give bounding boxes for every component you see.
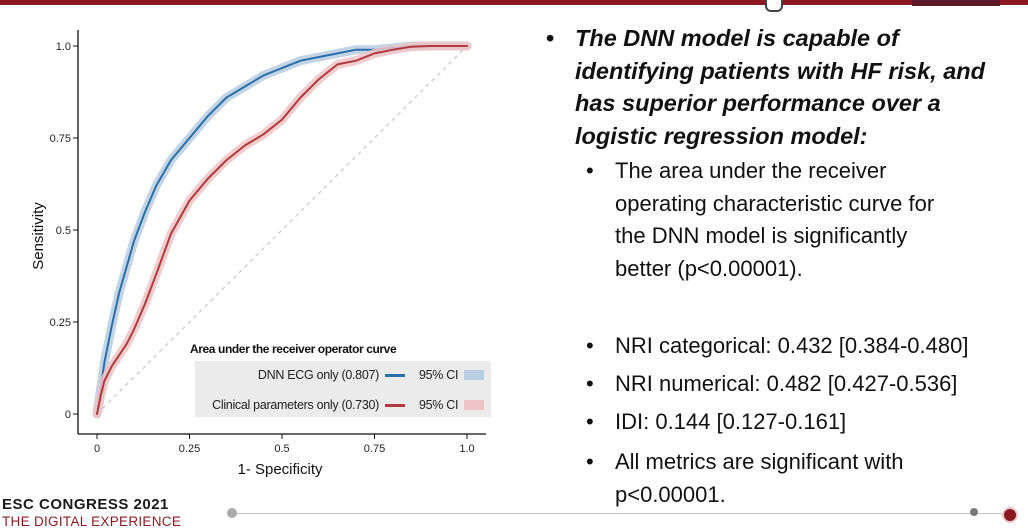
bullet-nri-numerical-text: NRI numerical: 0.482 [0.427-0.536] bbox=[615, 371, 958, 396]
x-tick-label: 0.5 bbox=[274, 443, 289, 455]
roc-chart: 0 0.25 0.5 0.75 1.0 0 0.25 0.5 0.75 1.0 1- Specifi… bbox=[30, 30, 486, 478]
bullet-all-metrics: • All metrics are significant with p<0.0… bbox=[586, 446, 1016, 511]
legend-row-clinical: Clinical parameters only (0.730) 95% CI bbox=[195, 396, 485, 414]
bullet-main-line: has superior performance over a bbox=[575, 90, 941, 116]
video-thumbnail bbox=[912, 0, 1000, 6]
bullet-idi: • IDI: 0.144 [0.127-0.161] bbox=[586, 406, 1016, 439]
progress-marker-dot[interactable] bbox=[970, 508, 978, 516]
bullet-nri-categorical-text: NRI categorical: 0.432 [0.384-0.480] bbox=[615, 333, 969, 358]
bullet-dot-icon: • bbox=[586, 449, 594, 474]
reference-diagonal bbox=[96, 45, 468, 415]
bullet-main: • The DNN model is capable of identifyin… bbox=[546, 22, 1016, 152]
bullet-dot-icon: • bbox=[586, 409, 594, 434]
legend-ci-swatch-clinical bbox=[464, 400, 485, 410]
legend-line-dnn bbox=[385, 373, 405, 377]
bullet-auc: • The area under the receiver operating … bbox=[586, 155, 1016, 285]
bullet-main-line: logistic regression model: bbox=[575, 122, 868, 149]
legend-label-clinical: Clinical parameters only (0.730) bbox=[212, 398, 379, 412]
bullet-dot-icon: • bbox=[586, 371, 594, 396]
bullet-dot-icon: • bbox=[586, 158, 594, 183]
legend bbox=[195, 361, 491, 417]
y-tick-label: 0 bbox=[65, 409, 71, 421]
y-tick-label: 0.25 bbox=[50, 317, 71, 329]
progress-playhead[interactable] bbox=[1002, 507, 1018, 523]
legend-label-dnn: DNN ECG only (0.807) bbox=[257, 368, 379, 382]
bullet-auc-line: The area under the receiver bbox=[615, 158, 887, 183]
bullet-nri-numerical: • NRI numerical: 0.482 [0.427-0.536] bbox=[586, 368, 1016, 401]
x-tick-label: 0 bbox=[94, 443, 100, 455]
legend-line-clinical bbox=[385, 403, 405, 407]
x-axis-title: 1- Specificity bbox=[237, 461, 323, 478]
x-tick-label: 0.25 bbox=[179, 443, 200, 455]
esc-congress-logo-line2: THE DIGITAL EXPERIENCE bbox=[2, 514, 182, 529]
y-tick-label: 1.0 bbox=[56, 41, 71, 53]
esc-congress-logo-line1: ESC CONGRESS 2021 bbox=[2, 496, 169, 513]
legend-title: Area under the receiver operator curve bbox=[190, 342, 397, 356]
bullet-idi-text: IDI: 0.144 [0.127-0.161] bbox=[615, 409, 847, 434]
bullet-dot-icon: • bbox=[546, 25, 555, 51]
bullet-dot-icon: • bbox=[586, 333, 594, 358]
series-line-1 bbox=[96, 45, 468, 415]
bullet-auc-line: the DNN model is significantly bbox=[615, 223, 908, 248]
y-axis-title: Sensitivity bbox=[30, 202, 47, 270]
bullet-main-line: The DNN model is capable of bbox=[575, 25, 899, 51]
bullet-nri-categorical: • NRI categorical: 0.432 [0.384-0.480] bbox=[586, 330, 1016, 363]
bullet-auc-line: better (p<0.00001). bbox=[615, 255, 803, 281]
x-tick-label: 1.0 bbox=[459, 443, 474, 455]
bullet-all-line: All metrics are significant with bbox=[615, 449, 904, 474]
bullet-auc-line: operating characteristic curve for bbox=[615, 190, 935, 216]
legend-row-dnn: DNN ECG only (0.807) 95% CI bbox=[195, 366, 485, 384]
legend-ci-label-dnn: 95% CI bbox=[419, 368, 459, 382]
video-progress-track[interactable] bbox=[232, 513, 1008, 514]
progress-start-dot[interactable] bbox=[227, 508, 237, 518]
y-tick-label: 0.5 bbox=[56, 225, 71, 237]
bullet-all-line: p<0.00001. bbox=[615, 481, 726, 507]
legend-ci-label-clinical: 95% CI bbox=[419, 398, 459, 412]
x-tick-label: 0.75 bbox=[364, 443, 385, 455]
top-accent-bar bbox=[0, 0, 1028, 5]
bullet-main-line: identifying patients with HF risk, and bbox=[575, 57, 985, 84]
slide-handle-icon bbox=[765, 0, 783, 12]
legend-ci-swatch-dnn bbox=[464, 370, 485, 380]
y-tick-label: 0.75 bbox=[50, 133, 71, 145]
